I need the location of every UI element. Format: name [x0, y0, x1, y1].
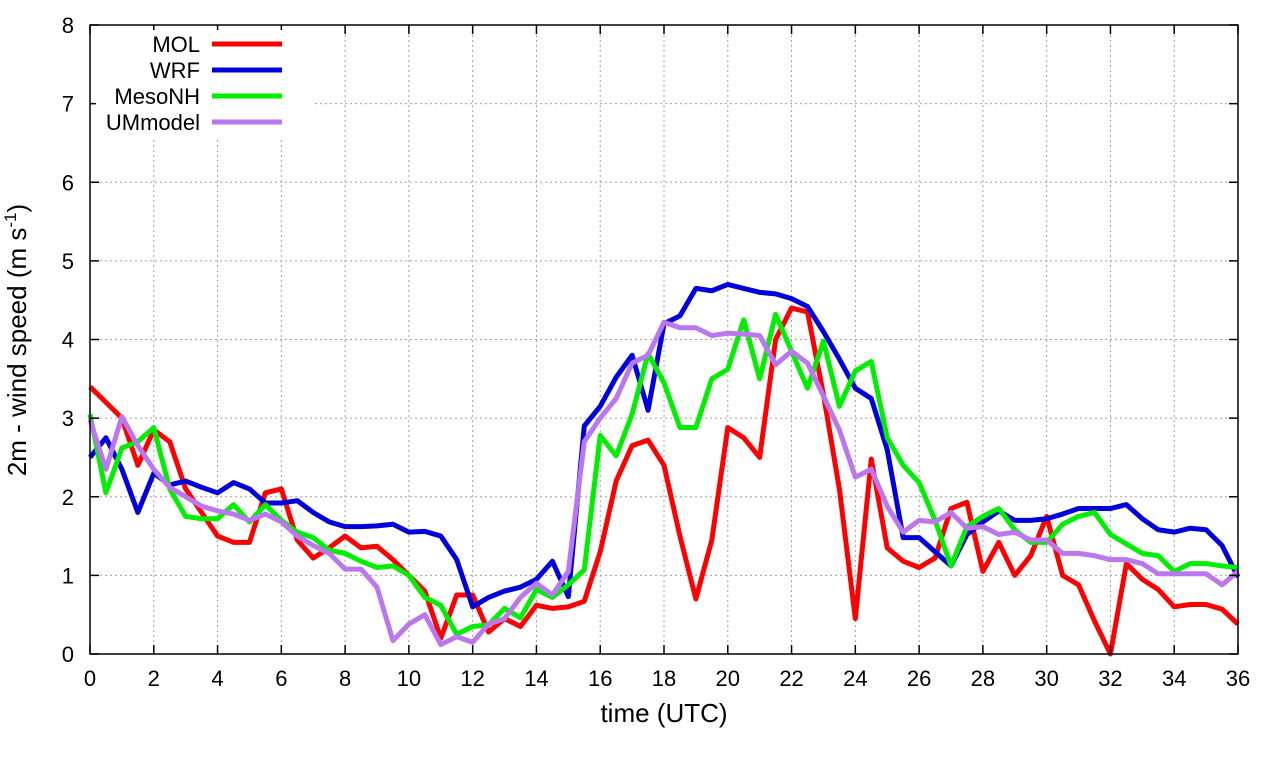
- x-tick-label: 2: [148, 666, 160, 691]
- x-tick-label: 10: [397, 666, 421, 691]
- legend-label-wrf: WRF: [150, 58, 200, 83]
- x-tick-label: 18: [652, 666, 676, 691]
- y-tick-labels: 0 1 2 3 4 5 6 7 8: [62, 13, 74, 667]
- x-tick-label: 4: [211, 666, 223, 691]
- x-tick-label: 28: [971, 666, 995, 691]
- x-tick-label: 20: [716, 666, 740, 691]
- series-line-ummodel: [87, 319, 1240, 648]
- y-tick-label: 3: [62, 406, 74, 431]
- y-tick-label: 5: [62, 249, 74, 274]
- y-axis-title: 2m - wind speed (m s-1): [1, 204, 32, 476]
- series-lines: [87, 281, 1241, 657]
- y-axis-title-close: ): [2, 204, 32, 213]
- y-tick-label: 7: [62, 92, 74, 117]
- x-tick-label: 14: [524, 666, 548, 691]
- y-tick-label: 0: [62, 642, 74, 667]
- x-tick-label: 8: [339, 666, 351, 691]
- x-tick-label: 24: [843, 666, 867, 691]
- x-tick-label: 30: [1034, 666, 1058, 691]
- x-tick-label: 12: [460, 666, 484, 691]
- legend-label-ummodel: UMmodel: [106, 110, 200, 135]
- x-tick-label: 22: [779, 666, 803, 691]
- x-tick-label: 36: [1226, 666, 1250, 691]
- y-tick-label: 8: [62, 13, 74, 38]
- y-axis-title-superscript: -1: [1, 213, 20, 228]
- y-tick-label: 2: [62, 485, 74, 510]
- y-axis-title-main: 2m - wind speed (m s: [2, 228, 32, 477]
- legend-label-mol: MOL: [152, 32, 200, 57]
- x-tick-label: 26: [907, 666, 931, 691]
- y-tick-label: 6: [62, 170, 74, 195]
- legend-label-mesonh: MesoNH: [114, 84, 200, 109]
- x-tick-labels: 0 2 4 6 8 10 12 14 16 18 20 22 24 26 28 30 32 34 36: [84, 666, 1250, 691]
- y-tick-label: 4: [62, 328, 74, 353]
- y-tick-label: 1: [62, 563, 74, 588]
- x-tick-label: 32: [1098, 666, 1122, 691]
- x-tick-label: 6: [275, 666, 287, 691]
- x-tick-label: 0: [84, 666, 96, 691]
- x-tick-label: 34: [1162, 666, 1186, 691]
- x-tick-label: 16: [588, 666, 612, 691]
- x-axis-title: time (UTC): [600, 698, 727, 728]
